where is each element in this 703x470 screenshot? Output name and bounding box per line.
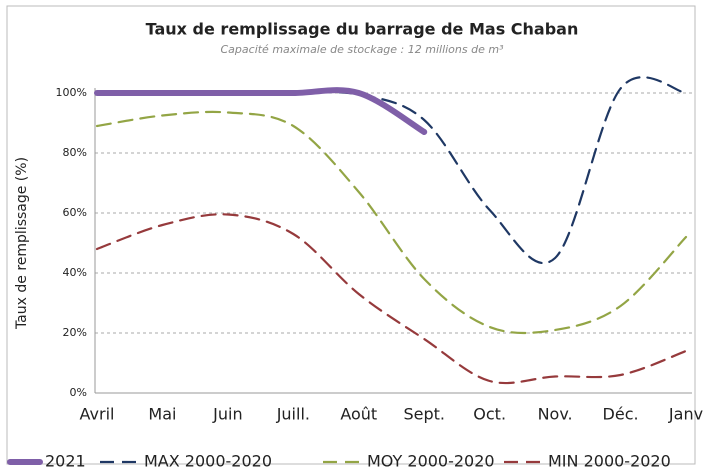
chart-subtitle: Capacité maximale de stockage : 12 milli…	[221, 43, 505, 56]
y-tick-label: 0%	[70, 386, 87, 399]
series-line	[95, 213, 688, 385]
chart-title: Taux de remplissage du barrage de Mas Ch…	[146, 20, 579, 39]
legend-label: MOY 2000-2020	[367, 452, 495, 470]
x-tick-label: Juill.	[276, 405, 310, 424]
series-line	[94, 87, 428, 135]
y-tick-label: 100%	[56, 86, 87, 99]
chart-frame	[6, 5, 696, 465]
legend-label: MIN 2000-2020	[548, 452, 671, 470]
y-tick-label: 60%	[63, 206, 87, 219]
x-tick-label: Avril	[80, 405, 115, 424]
series-line	[95, 110, 688, 335]
x-tick-label: Nov.	[538, 405, 573, 424]
y-tick-label: 80%	[63, 146, 87, 159]
x-tick-label: Mai	[148, 405, 176, 424]
y-axis-label: Taux de remplissage (%)	[14, 157, 30, 330]
x-tick-label: Oct.	[473, 405, 506, 424]
y-tick-label: 20%	[63, 326, 87, 339]
x-tick-label: Déc.	[603, 405, 639, 424]
x-tick-label: Août	[340, 405, 377, 424]
legend-label: 2021	[45, 452, 86, 470]
x-tick-label: Juin	[212, 405, 242, 424]
x-tick-label: Janv	[668, 405, 703, 424]
x-tick-label: Sept.	[403, 405, 445, 424]
legend-label: MAX 2000-2020	[144, 452, 272, 470]
y-tick-label: 40%	[63, 266, 87, 279]
